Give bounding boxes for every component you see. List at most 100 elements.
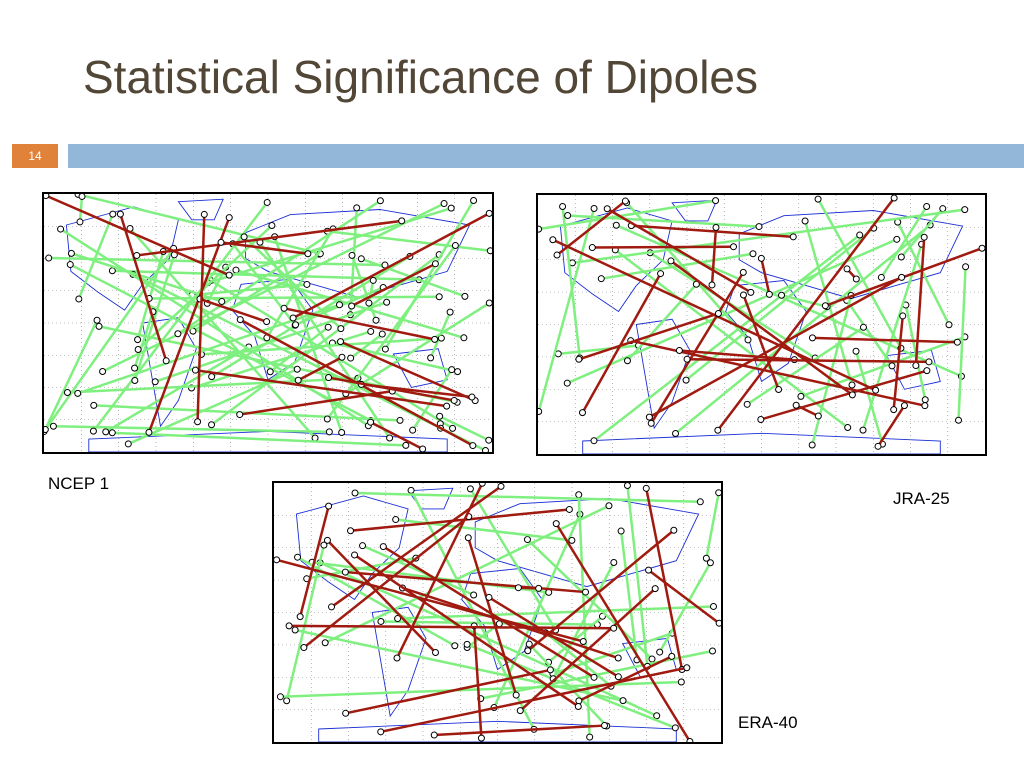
dipole-positive: [349, 333, 384, 360]
dipole-positive: [210, 279, 454, 430]
dipole-positive: [311, 561, 549, 594]
dipole-node: [394, 615, 402, 623]
dipole-node: [194, 418, 202, 426]
dipole-node: [393, 654, 401, 662]
dipole-node: [109, 210, 117, 218]
dipole-node: [579, 637, 587, 645]
dipole-negative: [556, 200, 627, 257]
dipole-negative: [196, 214, 206, 422]
continent: [671, 199, 718, 222]
dipole-node: [292, 321, 300, 329]
dipole-node: [978, 244, 985, 252]
dipole-node: [381, 345, 389, 353]
dipole-node: [574, 702, 582, 710]
dipole-positive: [192, 253, 320, 333]
continent: [392, 348, 448, 389]
dipole-node: [524, 647, 532, 655]
dipole-node: [300, 644, 308, 652]
dipole-positive: [112, 431, 406, 447]
dipole-negative: [472, 625, 483, 739]
dipole-positive: [397, 605, 714, 620]
dipole-positive: [306, 556, 417, 580]
dipole-node: [686, 738, 694, 742]
dipole-node: [470, 591, 478, 599]
dipole-node: [89, 427, 97, 435]
dipole-node: [461, 292, 469, 300]
dipole-node: [682, 376, 690, 384]
dipole-node: [274, 556, 281, 564]
dipole-node: [715, 489, 721, 497]
dipole-negative: [353, 553, 580, 708]
dipole-node: [538, 225, 543, 233]
dipole-node: [446, 308, 454, 316]
dipole-negative: [687, 357, 929, 364]
dipole-node: [102, 428, 110, 436]
dipole-node: [63, 389, 71, 397]
dipole-positive: [566, 238, 898, 385]
dipole-node: [486, 247, 492, 255]
dipole-node: [478, 483, 486, 487]
dipole-positive: [552, 632, 673, 675]
dipole-positive: [345, 301, 490, 395]
dipole-node: [538, 407, 543, 415]
dipole-node: [200, 210, 208, 218]
dipole-node: [383, 298, 391, 306]
continent: [738, 210, 964, 300]
continent: [635, 318, 691, 430]
dipole-node: [285, 622, 293, 630]
dipole-positive: [77, 213, 114, 300]
dipole-node: [351, 489, 359, 497]
dipole-node: [512, 691, 520, 699]
dipole-node: [337, 325, 345, 333]
dipole-positive: [105, 345, 250, 433]
dipole-node: [642, 484, 650, 492]
dipole-node: [468, 393, 476, 401]
dipole-positive: [53, 424, 330, 434]
dipole-node: [856, 231, 864, 239]
dipole-node: [321, 639, 329, 647]
dipole-node: [328, 603, 336, 611]
dipole-node: [320, 541, 328, 549]
dipole-positive: [67, 376, 358, 394]
slide-number: 14: [12, 144, 58, 168]
dipole-node: [821, 302, 829, 310]
dipole-node: [431, 335, 439, 343]
dipole-node: [610, 559, 618, 567]
dipole-node: [268, 222, 276, 230]
dipole-node: [430, 731, 438, 739]
dipole-node: [436, 412, 444, 420]
dipole-positive: [44, 319, 99, 431]
dipole-node: [586, 733, 594, 741]
dipole-node: [338, 428, 346, 436]
dipole-positive: [803, 220, 854, 386]
dipole-negative: [283, 307, 435, 341]
dipole-node: [714, 426, 722, 434]
dipole-node: [549, 236, 557, 244]
dipole-negative: [679, 349, 795, 361]
dipole-node: [108, 267, 116, 275]
dipole-node: [648, 655, 656, 663]
header-bar: [68, 144, 1024, 168]
dipole-negative: [519, 587, 657, 712]
dipole-node: [706, 559, 714, 567]
dipole-positive: [685, 227, 875, 382]
dipole-node: [683, 355, 691, 363]
dipole-node: [912, 362, 920, 370]
dipole-node: [335, 301, 343, 309]
dipole-node: [590, 205, 598, 213]
dipole-node: [131, 364, 139, 372]
dipole-node: [575, 697, 583, 705]
dipole-node: [386, 434, 394, 442]
dipole-negative: [581, 272, 662, 414]
dipole-node: [590, 673, 598, 681]
dipole-node: [325, 428, 333, 436]
dipole-negative: [606, 207, 752, 294]
dipole-node: [568, 536, 576, 544]
dipole-positive: [593, 234, 861, 442]
continent: [318, 720, 677, 742]
dipole-node: [575, 491, 583, 499]
dipole-negative: [760, 258, 771, 295]
dipole-node: [614, 673, 622, 681]
dipole-negative: [812, 336, 958, 344]
dipole-node: [708, 281, 716, 289]
